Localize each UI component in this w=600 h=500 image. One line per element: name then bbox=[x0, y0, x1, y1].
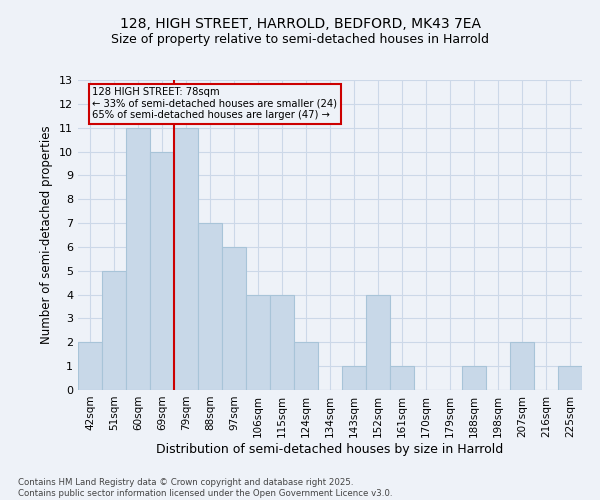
Y-axis label: Number of semi-detached properties: Number of semi-detached properties bbox=[40, 126, 53, 344]
Bar bbox=[366, 294, 390, 390]
Bar bbox=[558, 366, 582, 390]
Bar bbox=[222, 247, 246, 390]
Bar bbox=[270, 294, 294, 390]
Text: 128, HIGH STREET, HARROLD, BEDFORD, MK43 7EA: 128, HIGH STREET, HARROLD, BEDFORD, MK43… bbox=[119, 18, 481, 32]
Bar bbox=[102, 271, 126, 390]
Text: 128 HIGH STREET: 78sqm
← 33% of semi-detached houses are smaller (24)
65% of sem: 128 HIGH STREET: 78sqm ← 33% of semi-det… bbox=[92, 87, 337, 120]
Bar bbox=[126, 128, 150, 390]
Text: Size of property relative to semi-detached houses in Harrold: Size of property relative to semi-detach… bbox=[111, 32, 489, 46]
Bar bbox=[462, 366, 486, 390]
Bar bbox=[78, 342, 102, 390]
X-axis label: Distribution of semi-detached houses by size in Harrold: Distribution of semi-detached houses by … bbox=[157, 442, 503, 456]
Bar bbox=[390, 366, 414, 390]
Text: Contains HM Land Registry data © Crown copyright and database right 2025.
Contai: Contains HM Land Registry data © Crown c… bbox=[18, 478, 392, 498]
Bar bbox=[174, 128, 198, 390]
Bar bbox=[246, 294, 270, 390]
Bar bbox=[342, 366, 366, 390]
Bar bbox=[198, 223, 222, 390]
Bar bbox=[510, 342, 534, 390]
Bar bbox=[294, 342, 318, 390]
Bar bbox=[150, 152, 174, 390]
